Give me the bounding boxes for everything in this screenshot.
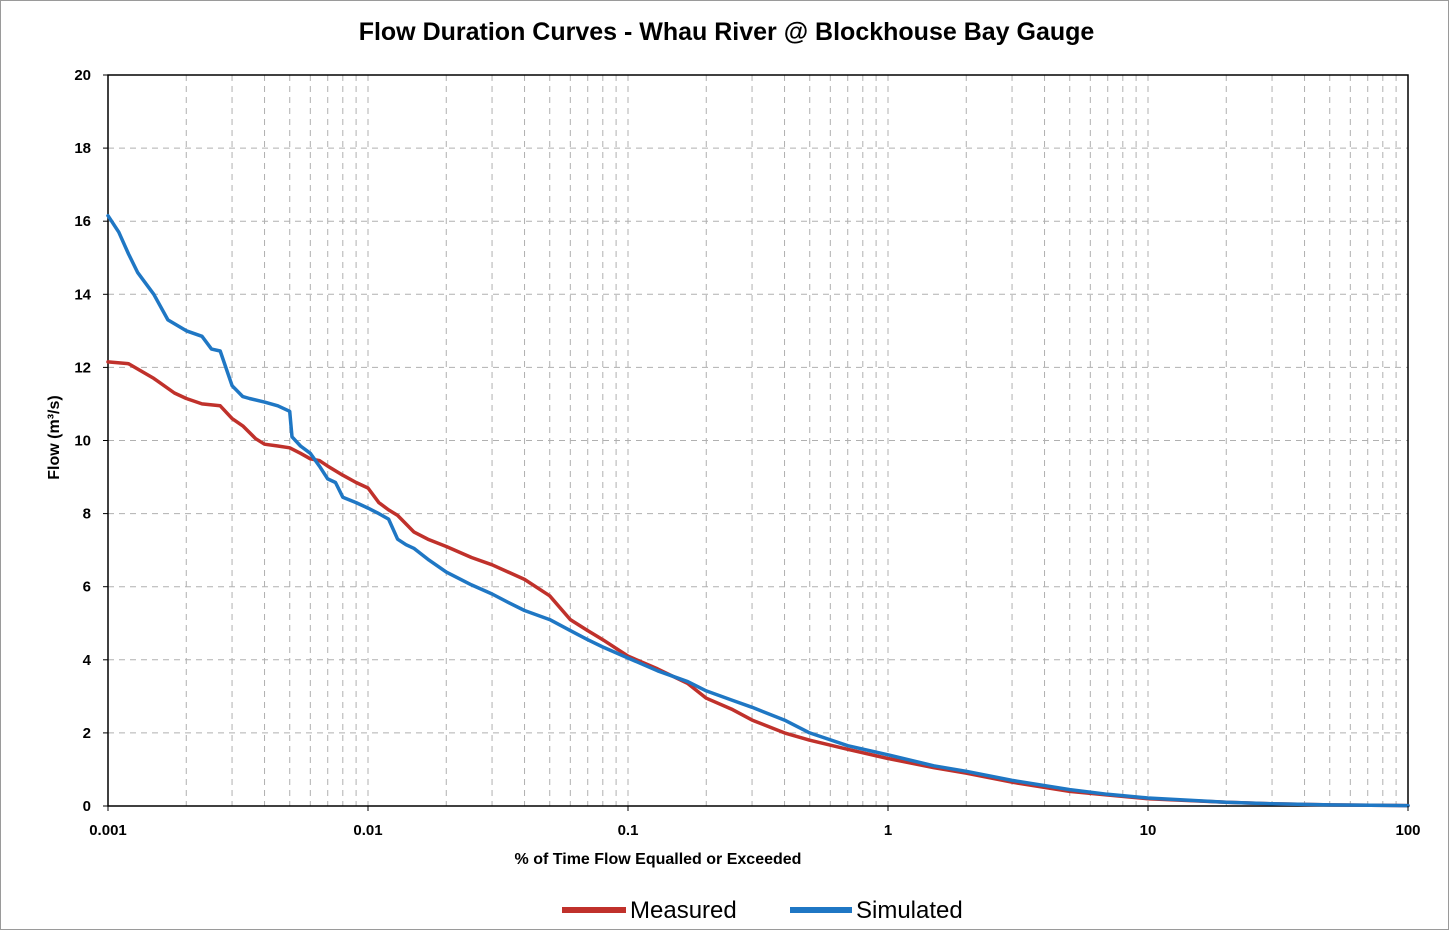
y-tick-label: 8 xyxy=(83,506,91,523)
axis-ticks: 0.001 0.01 0.1 1 10 100 0 2 4 6 8 10 12 14 16 18 20 xyxy=(74,67,1420,839)
y-tick-label: 6 xyxy=(83,579,91,596)
x-tick-label: 10 xyxy=(1140,822,1157,839)
y-tick-label: 20 xyxy=(74,67,91,84)
x-tick-label: 0.01 xyxy=(353,822,382,839)
x-tick-label: 0.1 xyxy=(618,822,639,839)
series-layer xyxy=(106,213,1410,808)
series-line-simulated xyxy=(106,213,1410,808)
x-tick-label: 0.001 xyxy=(89,822,127,839)
y-tick-label: 12 xyxy=(74,359,91,376)
x-axis-title: % of Time Flow Equalled or Exceeded xyxy=(515,851,802,868)
x-tick-label: 1 xyxy=(884,822,892,839)
series-line-measured xyxy=(106,360,1410,808)
legend-label-measured: Measured xyxy=(630,897,737,924)
y-tick-label: 4 xyxy=(83,652,92,669)
chart-title: Flow Duration Curves - Whau River @ Bloc… xyxy=(358,18,1095,46)
grid xyxy=(108,75,1408,806)
legend: Measured Simulated xyxy=(562,897,963,924)
y-axis-title: Flow (m³/s) xyxy=(46,395,63,479)
y-tick-label: 0 xyxy=(83,798,91,815)
y-tick-label: 10 xyxy=(74,433,91,450)
x-tick-label: 100 xyxy=(1395,822,1420,839)
legend-label-simulated: Simulated xyxy=(856,897,963,924)
y-tick-label: 16 xyxy=(74,213,91,230)
y-tick-label: 14 xyxy=(74,286,91,303)
y-tick-label: 18 xyxy=(74,140,91,157)
y-tick-label: 2 xyxy=(83,725,91,742)
